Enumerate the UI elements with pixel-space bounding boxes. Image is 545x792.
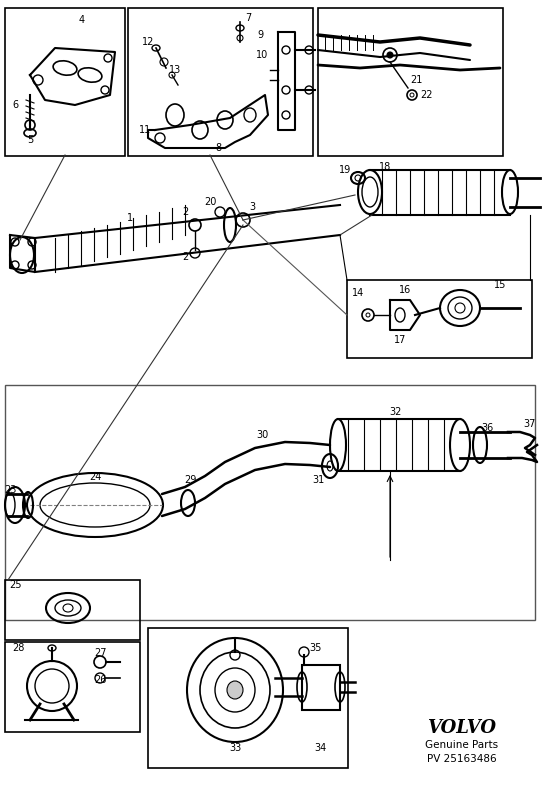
Bar — [318, 8, 503, 156]
Text: 27: 27 — [94, 648, 106, 658]
Text: 35: 35 — [309, 643, 321, 653]
Text: 12: 12 — [142, 37, 154, 47]
Text: 15: 15 — [494, 280, 506, 290]
Text: 20: 20 — [204, 197, 216, 207]
Bar — [5, 8, 125, 156]
Text: 28: 28 — [12, 643, 24, 653]
Text: 25: 25 — [9, 580, 21, 590]
Text: VOLVO: VOLVO — [427, 719, 496, 737]
Bar — [148, 628, 348, 768]
Bar — [5, 642, 140, 732]
Bar — [5, 580, 140, 640]
Text: PV 25163486: PV 25163486 — [427, 754, 497, 764]
Text: 36: 36 — [481, 423, 493, 433]
Text: 19: 19 — [339, 165, 351, 175]
Text: 1: 1 — [127, 213, 133, 223]
Text: 6: 6 — [12, 100, 18, 110]
Text: 32: 32 — [389, 407, 401, 417]
Text: 14: 14 — [352, 288, 364, 298]
Text: Genuine Parts: Genuine Parts — [426, 740, 499, 750]
Text: 2: 2 — [182, 252, 188, 262]
Bar — [128, 8, 313, 156]
Text: 30: 30 — [256, 430, 268, 440]
Bar — [302, 665, 340, 710]
Text: 11: 11 — [139, 125, 151, 135]
Text: 5: 5 — [27, 135, 33, 145]
Text: 31: 31 — [312, 475, 324, 485]
Bar — [347, 280, 532, 358]
Text: 33: 33 — [229, 743, 241, 753]
Text: 10: 10 — [256, 50, 268, 60]
Text: 29: 29 — [184, 475, 196, 485]
Text: 34: 34 — [314, 743, 326, 753]
Text: 9: 9 — [257, 30, 263, 40]
Ellipse shape — [227, 681, 243, 699]
Text: 4: 4 — [79, 15, 85, 25]
Text: 37: 37 — [524, 419, 536, 429]
Text: 2: 2 — [182, 207, 188, 217]
Text: 18: 18 — [379, 162, 391, 172]
Bar — [5, 385, 535, 620]
Text: 8: 8 — [215, 143, 221, 153]
Text: 21: 21 — [410, 75, 422, 85]
Text: 24: 24 — [89, 472, 101, 482]
Text: 7: 7 — [245, 13, 251, 23]
Text: 22: 22 — [420, 90, 433, 100]
Text: 23: 23 — [4, 485, 16, 495]
Text: 17: 17 — [394, 335, 406, 345]
Text: 16: 16 — [399, 285, 411, 295]
Text: 3: 3 — [249, 202, 255, 212]
Ellipse shape — [387, 52, 393, 58]
Text: 26: 26 — [94, 675, 106, 685]
Text: 13: 13 — [169, 65, 181, 75]
